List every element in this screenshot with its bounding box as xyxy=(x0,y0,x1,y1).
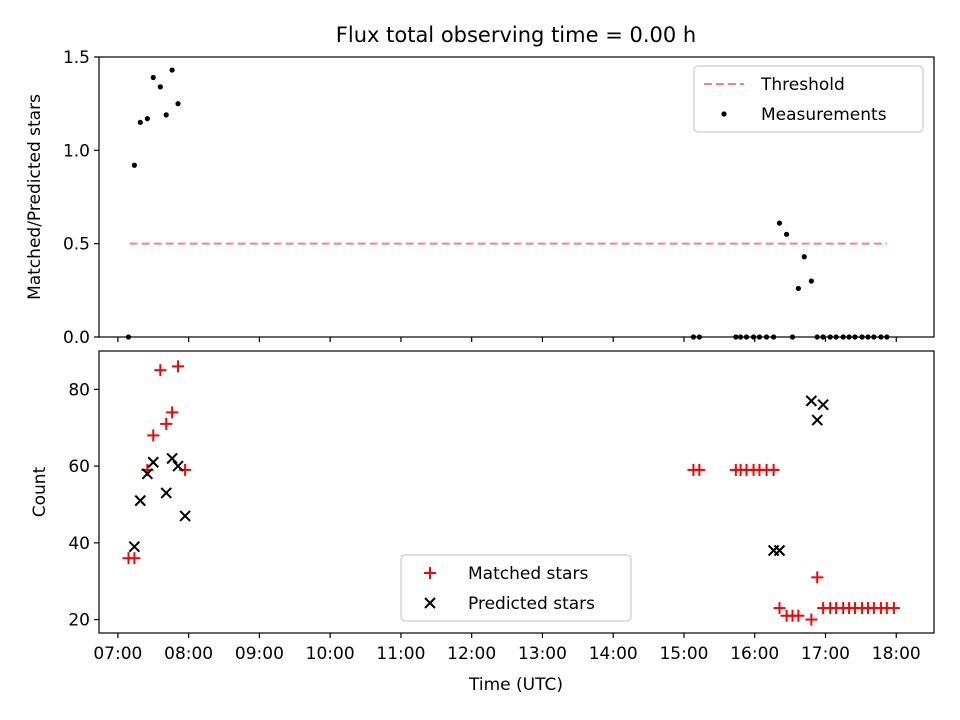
matched-star-point xyxy=(166,406,179,419)
matched-star-point xyxy=(805,613,818,626)
x-axis-label: Time (UTC) xyxy=(468,675,563,695)
predicted-star-point xyxy=(773,544,786,557)
x-tick-label: 10:00 xyxy=(306,644,355,664)
top-y-axis-label: Matched/Predicted stars xyxy=(25,94,45,300)
measurement-point xyxy=(808,278,814,284)
measurement-point xyxy=(776,220,783,226)
x-tick-label: 08:00 xyxy=(164,644,213,664)
x-tick-label: 07:00 xyxy=(93,644,142,664)
bottom-y-ticks: 20 40 60 80 xyxy=(68,380,99,631)
matched-star-point xyxy=(811,571,824,584)
top-legend: Threshold Measurements xyxy=(693,65,924,133)
top-panel: Flux total observing time = 0.00 h Match… xyxy=(25,23,935,348)
chart-title: Flux total observing time = 0.00 h xyxy=(336,23,696,47)
predicted-star-point xyxy=(817,399,829,411)
measurement-point xyxy=(169,67,175,73)
bottom-legend: Matched stars Predicted stars xyxy=(400,554,632,622)
predicted-star-point xyxy=(128,540,141,553)
x-ticks: 07:00 08:00 09:00 10:00 11:00 12:00 13:00 14:00… xyxy=(93,337,921,664)
x-tick-label: 18:00 xyxy=(872,644,921,664)
matched-star-point xyxy=(767,463,780,476)
legend-measurements-swatch xyxy=(721,111,727,117)
measurement-point xyxy=(795,285,801,292)
matched-star-point xyxy=(792,609,805,622)
x-tick-label: 15:00 xyxy=(659,644,708,664)
top-y-tick-label: 1.0 xyxy=(63,141,90,161)
matched-star-point xyxy=(773,602,786,615)
top-axes-frame xyxy=(98,56,935,338)
top-y-tick-label: 0.0 xyxy=(63,328,90,348)
predicted-star-point xyxy=(141,468,154,480)
x-tick-label: 11:00 xyxy=(376,644,425,664)
x-tick-label: 14:00 xyxy=(589,644,638,664)
measurement-point xyxy=(157,84,163,90)
bottom-y-tick-label: 40 xyxy=(68,534,90,554)
matched-star-point xyxy=(147,429,160,442)
bottom-panel: Count 20 40 60 80 07:00 08:00 09:00 10:00 11:00… xyxy=(30,337,935,695)
bottom-y-axis-label: Count xyxy=(30,466,50,517)
predicted-star-point xyxy=(134,494,146,507)
top-y-tick-label: 1.5 xyxy=(63,48,90,68)
legend-threshold-label: Threshold xyxy=(760,75,845,95)
top-y-tick-label: 0.5 xyxy=(63,235,90,255)
top-plot-area xyxy=(125,67,890,340)
top-y-ticks: 0.0 0.5 1.0 1.5 xyxy=(63,48,99,348)
x-tick-label: 13:00 xyxy=(518,644,567,664)
measurement-point xyxy=(150,74,156,81)
legend-predicted-label: Predicted stars xyxy=(468,594,595,614)
predicted-star-point xyxy=(160,487,172,499)
measurement-point xyxy=(137,119,143,125)
measurement-point xyxy=(144,116,150,122)
bottom-y-tick-label: 60 xyxy=(68,457,90,477)
predicted-star-point xyxy=(172,460,184,472)
measurement-point xyxy=(801,254,807,260)
matched-star-point xyxy=(172,360,185,373)
predicted-star-point xyxy=(811,414,823,426)
measurement-point xyxy=(131,162,137,168)
legend-matched-label: Matched stars xyxy=(468,564,588,584)
matched-star-point xyxy=(128,552,141,565)
legend-measurements-label: Measurements xyxy=(761,105,887,125)
measurement-point xyxy=(163,112,169,118)
measurement-point xyxy=(175,101,181,107)
predicted-star-point xyxy=(179,510,191,522)
predicted-star-point xyxy=(166,452,178,465)
bottom-y-tick-label: 80 xyxy=(68,380,90,400)
x-tick-label: 16:00 xyxy=(730,644,779,664)
legend-matched-swatch xyxy=(424,567,436,579)
legend-predicted-swatch xyxy=(424,597,436,609)
bottom-y-tick-label: 20 xyxy=(68,611,90,631)
matched-star-point xyxy=(693,463,706,476)
predicted-star-point xyxy=(147,456,159,468)
bottom-axes-frame xyxy=(98,350,935,634)
x-tick-label: 12:00 xyxy=(447,644,496,664)
matched-star-point xyxy=(887,602,900,615)
bottom-plot-area xyxy=(122,360,900,626)
x-tick-label: 09:00 xyxy=(235,644,284,664)
measurement-point xyxy=(783,231,790,237)
x-tick-label: 17:00 xyxy=(801,644,850,664)
matched-star-point xyxy=(160,417,173,430)
predicted-star-point xyxy=(805,395,818,407)
matched-star-point xyxy=(154,364,167,377)
